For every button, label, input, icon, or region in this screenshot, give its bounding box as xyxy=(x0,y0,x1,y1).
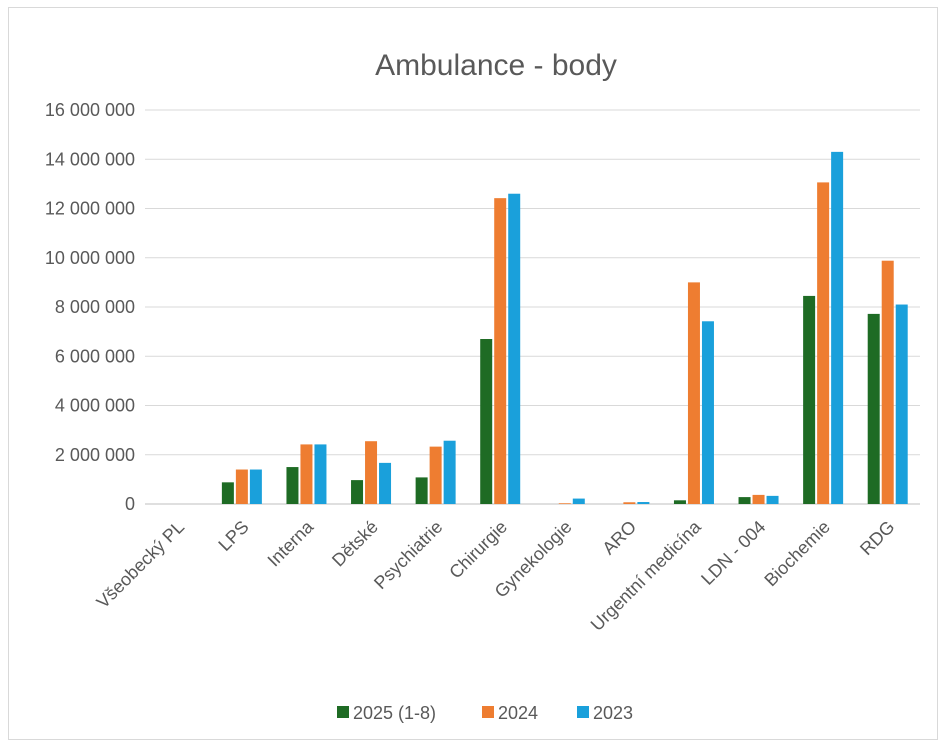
x-tick-label: Všeobecký PL xyxy=(93,517,189,613)
legend-swatch xyxy=(337,706,349,718)
bar xyxy=(508,193,521,504)
x-tick-label: Chirurgie xyxy=(445,517,511,583)
bar xyxy=(752,494,765,504)
legend-label: 2024 xyxy=(498,703,538,723)
bar xyxy=(480,339,493,504)
bar xyxy=(701,321,714,504)
y-tick-label: 6 000 000 xyxy=(55,346,135,366)
y-tick-label: 2 000 000 xyxy=(55,445,135,465)
legend-label: 2025 (1-8) xyxy=(353,703,436,723)
x-tick-label: Urgentní medicína xyxy=(587,516,706,635)
x-tick-label: ARO xyxy=(598,517,640,559)
bar xyxy=(351,480,364,504)
bar xyxy=(817,182,830,504)
grid-lines xyxy=(145,109,920,505)
x-tick-label: Dětské xyxy=(328,517,382,571)
bar xyxy=(623,502,636,504)
bar xyxy=(300,444,313,504)
bar xyxy=(637,502,650,504)
bar xyxy=(831,151,844,505)
x-tick-label: Interna xyxy=(264,516,318,570)
bar xyxy=(558,503,571,504)
y-axis-ticks: 0 2 000 000 4 000 000 6 000 000 8 000 000 10 … xyxy=(45,100,135,514)
y-tick-label: 0 xyxy=(125,494,135,514)
bar xyxy=(881,260,894,504)
bars xyxy=(221,151,908,505)
bar xyxy=(673,500,686,504)
x-axis-ticks: Všeobecký PL LPS Interna DětskéPsychiatrieC… xyxy=(93,516,899,635)
bar xyxy=(314,444,327,504)
bar xyxy=(867,313,880,504)
legend-swatch xyxy=(482,706,494,718)
y-tick-label: 16 000 000 xyxy=(45,100,135,120)
chart-title: Ambulance - body xyxy=(375,49,617,82)
bar xyxy=(738,497,751,504)
bar xyxy=(286,467,299,504)
legend-label: 2023 xyxy=(593,703,633,723)
x-tick-label: LPS xyxy=(214,517,252,555)
bar xyxy=(249,469,262,504)
bar xyxy=(221,482,234,504)
y-tick-label: 10 000 000 xyxy=(45,248,135,268)
chart-frame xyxy=(8,7,938,740)
bar xyxy=(365,441,378,504)
bar xyxy=(687,282,700,504)
bar xyxy=(494,198,507,504)
bar xyxy=(415,477,428,504)
x-tick-label: RDG xyxy=(856,517,898,559)
bar xyxy=(803,295,816,504)
y-tick-label: 4 000 000 xyxy=(55,396,135,416)
y-tick-label: 12 000 000 xyxy=(45,199,135,219)
x-tick-label: LDN - 004 xyxy=(697,517,769,589)
bar xyxy=(379,462,392,504)
x-tick-label: Biochemie xyxy=(760,517,834,591)
bar xyxy=(572,498,585,504)
bar xyxy=(235,469,248,504)
x-tick-label: Psychiatrie xyxy=(370,517,446,593)
bar xyxy=(766,495,779,504)
bar xyxy=(895,304,908,504)
y-tick-label: 8 000 000 xyxy=(55,297,135,317)
legend-swatch xyxy=(577,706,589,718)
y-tick-label: 14 000 000 xyxy=(45,149,135,169)
bar xyxy=(443,440,456,504)
legend: 2025 (1-8) 2024 2023 xyxy=(337,703,633,723)
bar xyxy=(429,446,442,504)
